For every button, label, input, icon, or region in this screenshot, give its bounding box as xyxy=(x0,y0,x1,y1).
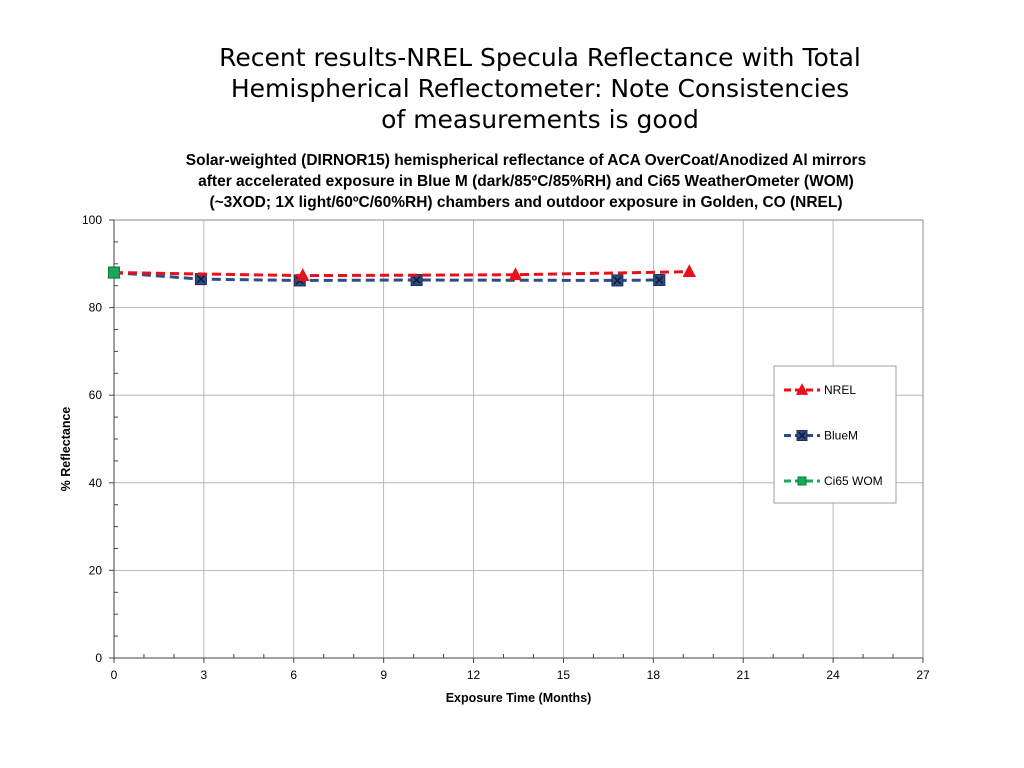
x-tick-label: 6 xyxy=(290,668,297,682)
slide-title-line: of measurements is good xyxy=(381,105,699,134)
data-point xyxy=(682,264,697,278)
legend-marker xyxy=(797,476,807,486)
data-point xyxy=(108,266,120,279)
legend-box xyxy=(773,365,897,504)
legend: NREL BlueM Ci65 WOM xyxy=(773,365,897,504)
y-tick-label: 60 xyxy=(89,388,103,402)
series-ci65-wom xyxy=(108,266,120,279)
legend-item: BlueM xyxy=(784,429,858,443)
legend-marker xyxy=(796,430,808,441)
x-tick-label: 27 xyxy=(916,668,930,682)
x-tick-label: 12 xyxy=(467,668,481,682)
square-marker xyxy=(797,476,807,486)
y-axis-label: % Reflectance xyxy=(59,407,73,492)
y-tick-label: 40 xyxy=(89,476,103,490)
data-point xyxy=(296,268,310,281)
x-tick-label: 15 xyxy=(557,668,571,682)
slide-title-line: Hemispherical Reflectometer: Note Consis… xyxy=(230,74,850,103)
legend-label: Ci65 WOM xyxy=(824,474,883,488)
x-tick-label: 0 xyxy=(111,668,118,682)
y-tick-label: 0 xyxy=(95,651,102,665)
chart-title: Solar-weighted (DIRNOR15) hemispherical … xyxy=(100,150,952,213)
slide-title: Recent results-NREL Specula Reflectance … xyxy=(150,42,930,135)
cross-mark xyxy=(655,275,664,285)
x-tick-label: 18 xyxy=(647,668,661,682)
slide-title-line: Recent results-NREL Specula Reflectance … xyxy=(219,43,861,72)
legend-item: NREL xyxy=(784,383,856,397)
cross-mark xyxy=(798,431,806,440)
x-tick-label: 3 xyxy=(201,668,208,682)
data-point xyxy=(508,267,523,281)
axes: 0 3 6 9 12 15 18 21 24 27 0 20 40 60 80 100 xyxy=(82,213,930,682)
chart-title-line: (~3XOD; 1X light/60ºC/60%RH) chambers an… xyxy=(209,194,843,211)
chart-title-line: Solar-weighted (DIRNOR15) hemispherical … xyxy=(185,152,867,169)
legend-label: BlueM xyxy=(824,429,858,443)
legend-item: Ci65 WOM xyxy=(784,474,883,488)
x-tick-label: 21 xyxy=(737,668,751,682)
y-tick-label: 100 xyxy=(82,213,102,227)
x-tick-label: 24 xyxy=(826,668,840,682)
data-point xyxy=(653,274,666,287)
legend-label: NREL xyxy=(824,383,856,397)
y-tick-label: 20 xyxy=(89,563,103,577)
chart-title-line: after accelerated exposure in Blue M (da… xyxy=(198,173,854,190)
data-point xyxy=(611,274,624,287)
series-line xyxy=(113,271,660,282)
legend-marker xyxy=(795,383,809,395)
series-layer xyxy=(107,264,697,287)
x-axis-label: Exposure Time (Months) xyxy=(446,691,592,705)
gridlines xyxy=(114,220,923,658)
square-marker xyxy=(108,266,120,279)
cross-mark xyxy=(613,276,622,285)
cross-mark xyxy=(196,275,205,284)
cross-mark xyxy=(412,275,421,285)
series-line xyxy=(113,270,690,278)
y-tick-label: 80 xyxy=(89,301,103,315)
x-tick-label: 9 xyxy=(380,668,387,682)
